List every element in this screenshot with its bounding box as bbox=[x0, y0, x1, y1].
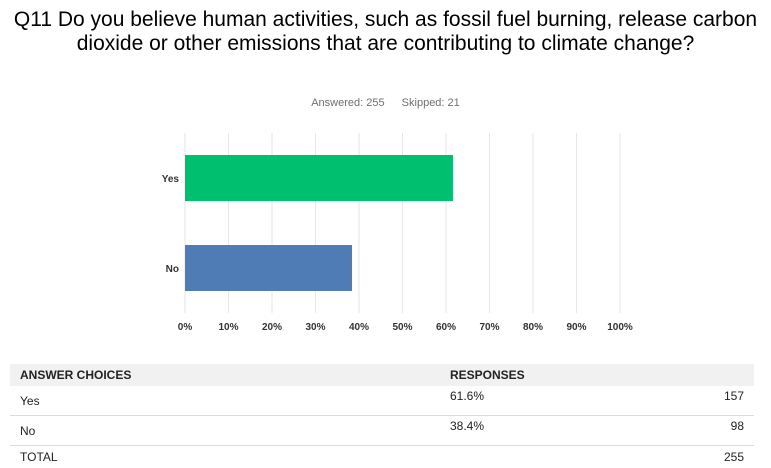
response-count: 157 bbox=[620, 386, 754, 416]
category-labels: Yes No bbox=[162, 174, 180, 275]
answer-label: Yes bbox=[10, 386, 440, 416]
table-row: No 38.4% 98 bbox=[10, 416, 754, 446]
response-percent: 61.6% bbox=[440, 386, 620, 416]
category-label: No bbox=[166, 264, 179, 275]
table-row: Yes 61.6% 157 bbox=[10, 386, 754, 416]
x-tick-label: 100% bbox=[607, 322, 633, 333]
x-axis-ticks: 0% 10% 20% 30% 40% 50% 60% 70% 80% 90% 100% bbox=[178, 322, 633, 333]
total-row: TOTAL 255 bbox=[10, 446, 754, 468]
x-tick-label: 0% bbox=[178, 322, 193, 333]
x-tick-label: 60% bbox=[436, 322, 456, 333]
total-label: TOTAL bbox=[10, 446, 440, 468]
x-tick-label: 80% bbox=[523, 322, 543, 333]
x-tick-label: 20% bbox=[262, 322, 282, 333]
x-tick-label: 10% bbox=[218, 322, 238, 333]
x-tick-label: 90% bbox=[566, 322, 586, 333]
x-tick-label: 40% bbox=[349, 322, 369, 333]
bar-chart: Yes No 0% 10% 20% 30% 40% 50% 60% 70% 80% 90% 100% bbox=[0, 0, 771, 350]
bar-yes bbox=[185, 155, 453, 201]
x-tick-label: 30% bbox=[305, 322, 325, 333]
bar-no bbox=[185, 245, 352, 291]
bars bbox=[185, 155, 453, 291]
x-tick-label: 50% bbox=[392, 322, 412, 333]
x-tick-label: 70% bbox=[479, 322, 499, 333]
responses-table: ANSWER CHOICES RESPONSES Yes 61.6% 157 N… bbox=[10, 364, 754, 468]
total-count: 255 bbox=[620, 446, 754, 468]
answer-label: No bbox=[10, 416, 440, 446]
response-percent: 38.4% bbox=[440, 416, 620, 446]
category-label: Yes bbox=[162, 174, 180, 185]
header-responses: RESPONSES bbox=[440, 364, 754, 386]
response-count: 98 bbox=[620, 416, 754, 446]
header-answer-choices: ANSWER CHOICES bbox=[10, 364, 440, 386]
